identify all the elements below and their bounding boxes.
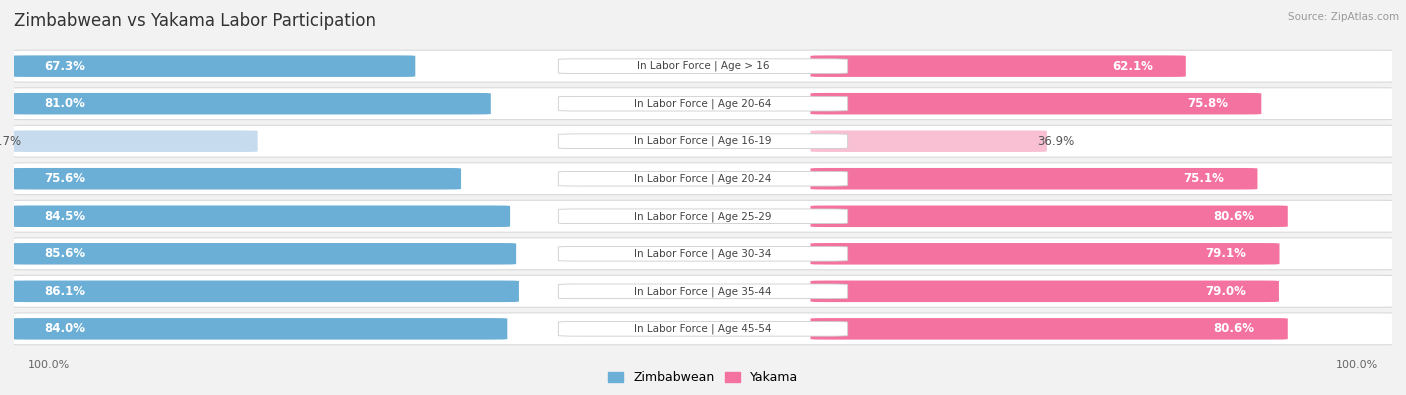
FancyBboxPatch shape	[810, 168, 1257, 190]
FancyBboxPatch shape	[11, 168, 461, 190]
FancyBboxPatch shape	[7, 313, 1399, 345]
FancyBboxPatch shape	[11, 280, 519, 302]
Text: In Labor Force | Age 45-54: In Labor Force | Age 45-54	[634, 324, 772, 334]
Text: 79.0%: 79.0%	[1205, 285, 1246, 298]
FancyBboxPatch shape	[558, 322, 848, 336]
FancyBboxPatch shape	[7, 275, 1399, 307]
FancyBboxPatch shape	[558, 59, 848, 73]
FancyBboxPatch shape	[11, 205, 510, 227]
Text: 67.3%: 67.3%	[45, 60, 86, 73]
FancyBboxPatch shape	[810, 55, 1185, 77]
FancyBboxPatch shape	[558, 171, 848, 186]
FancyBboxPatch shape	[7, 88, 1399, 120]
Text: 62.1%: 62.1%	[1112, 60, 1153, 73]
FancyBboxPatch shape	[7, 238, 1399, 270]
Text: 84.0%: 84.0%	[45, 322, 86, 335]
Text: 75.1%: 75.1%	[1184, 172, 1225, 185]
FancyBboxPatch shape	[810, 318, 1288, 340]
FancyBboxPatch shape	[558, 134, 848, 149]
FancyBboxPatch shape	[7, 200, 1399, 232]
Text: 100.0%: 100.0%	[28, 359, 70, 370]
FancyBboxPatch shape	[11, 130, 257, 152]
Legend: Zimbabwean, Yakama: Zimbabwean, Yakama	[603, 367, 803, 389]
FancyBboxPatch shape	[11, 93, 491, 115]
Text: Source: ZipAtlas.com: Source: ZipAtlas.com	[1288, 12, 1399, 22]
Text: In Labor Force | Age 25-29: In Labor Force | Age 25-29	[634, 211, 772, 222]
Text: 84.5%: 84.5%	[45, 210, 86, 223]
Text: In Labor Force | Age 30-34: In Labor Force | Age 30-34	[634, 248, 772, 259]
Text: 36.9%: 36.9%	[1038, 135, 1074, 148]
Text: 80.6%: 80.6%	[1213, 210, 1254, 223]
Text: In Labor Force | Age 16-19: In Labor Force | Age 16-19	[634, 136, 772, 147]
FancyBboxPatch shape	[11, 243, 516, 265]
Text: 80.6%: 80.6%	[1213, 322, 1254, 335]
Text: 86.1%: 86.1%	[45, 285, 86, 298]
Text: In Labor Force | Age > 16: In Labor Force | Age > 16	[637, 61, 769, 71]
FancyBboxPatch shape	[558, 96, 848, 111]
Text: In Labor Force | Age 20-24: In Labor Force | Age 20-24	[634, 173, 772, 184]
FancyBboxPatch shape	[7, 125, 1399, 157]
Text: In Labor Force | Age 20-64: In Labor Force | Age 20-64	[634, 98, 772, 109]
Text: 38.7%: 38.7%	[0, 135, 21, 148]
Text: Zimbabwean vs Yakama Labor Participation: Zimbabwean vs Yakama Labor Participation	[14, 12, 375, 30]
Text: 81.0%: 81.0%	[45, 97, 86, 110]
Text: 79.1%: 79.1%	[1205, 247, 1247, 260]
FancyBboxPatch shape	[558, 246, 848, 261]
Text: 85.6%: 85.6%	[45, 247, 86, 260]
FancyBboxPatch shape	[810, 205, 1288, 227]
FancyBboxPatch shape	[7, 50, 1399, 82]
FancyBboxPatch shape	[11, 55, 415, 77]
FancyBboxPatch shape	[558, 284, 848, 299]
FancyBboxPatch shape	[810, 280, 1279, 302]
FancyBboxPatch shape	[11, 318, 508, 340]
FancyBboxPatch shape	[558, 209, 848, 224]
Text: In Labor Force | Age 35-44: In Labor Force | Age 35-44	[634, 286, 772, 297]
Text: 75.6%: 75.6%	[45, 172, 86, 185]
Text: 100.0%: 100.0%	[1336, 359, 1378, 370]
FancyBboxPatch shape	[7, 163, 1399, 195]
FancyBboxPatch shape	[810, 93, 1261, 115]
Text: 75.8%: 75.8%	[1187, 97, 1229, 110]
FancyBboxPatch shape	[810, 243, 1279, 265]
FancyBboxPatch shape	[810, 130, 1047, 152]
